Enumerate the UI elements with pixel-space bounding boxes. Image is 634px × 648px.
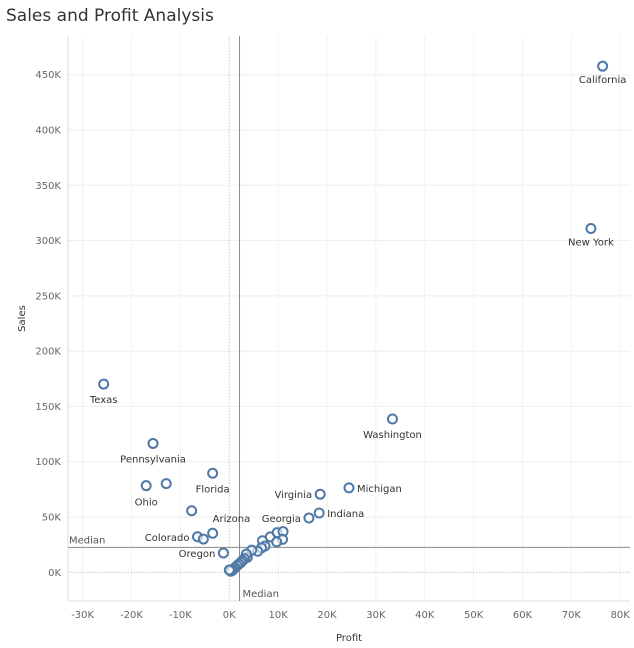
point-label: Virginia [274,490,312,501]
point-label: Washington [363,430,422,441]
data-point [223,564,235,576]
data-point [207,527,219,539]
data-point [271,536,283,548]
x-tick-label: -20K [120,610,143,621]
x-tick-label: 60K [513,610,533,621]
data-point [140,480,152,492]
data-point [197,533,209,545]
y-tick-label: 50K [42,512,62,523]
x-tick-label: 50K [464,610,484,621]
data-point [597,60,609,72]
data-point [314,488,326,500]
data-point [217,547,229,559]
x-tick-label: 10K [268,610,288,621]
x-tick-label: 80K [611,610,631,621]
data-point [386,413,398,425]
y-tick-label: 200K [35,347,61,358]
x-tick-label: 0K [223,610,236,621]
x-tick-label: 70K [562,610,582,621]
y-tick-label: 350K [35,181,61,192]
point-label: Michigan [357,484,402,495]
data-point [98,378,110,390]
x-tick-label: -10K [169,610,192,621]
point-label: Colorado [145,533,190,544]
chart-title: Sales and Profit Analysis [6,6,214,26]
data-point [207,467,219,479]
x-median-label: Median [243,589,279,600]
point-label: Indiana [327,509,364,520]
data-point [313,507,325,519]
y-tick-label: 100K [35,457,61,468]
point-label: New York [568,237,614,248]
x-tick-label: -30K [71,610,94,621]
point-label: Florida [196,484,230,495]
y-tick-label: 300K [35,236,61,247]
y-tick-label: 0K [48,568,61,579]
y-tick-label: 400K [35,125,61,136]
point-label: Ohio [135,498,158,509]
point-label: California [579,75,627,86]
point-label: Oregon [179,549,216,560]
y-tick-label: 450K [35,70,61,81]
y-tick-label: 250K [35,291,61,302]
data-point [343,482,355,494]
y-axis-title: Sales [17,305,28,332]
point-label: Pennsylvania [120,454,186,465]
x-tick-label: 20K [317,610,337,621]
data-point [303,512,315,524]
data-point [186,505,198,517]
x-tick-label: 40K [415,610,435,621]
point-label: Texas [89,395,118,406]
y-tick-label: 150K [35,402,61,413]
data-point [147,437,159,449]
x-tick-label: 30K [366,610,386,621]
data-point [160,478,172,490]
point-label: Georgia [262,514,301,525]
data-point [585,222,597,234]
point-label: Arizona [213,514,251,525]
x-axis-title: Profit [336,633,362,644]
y-median-label: Median [69,535,105,546]
